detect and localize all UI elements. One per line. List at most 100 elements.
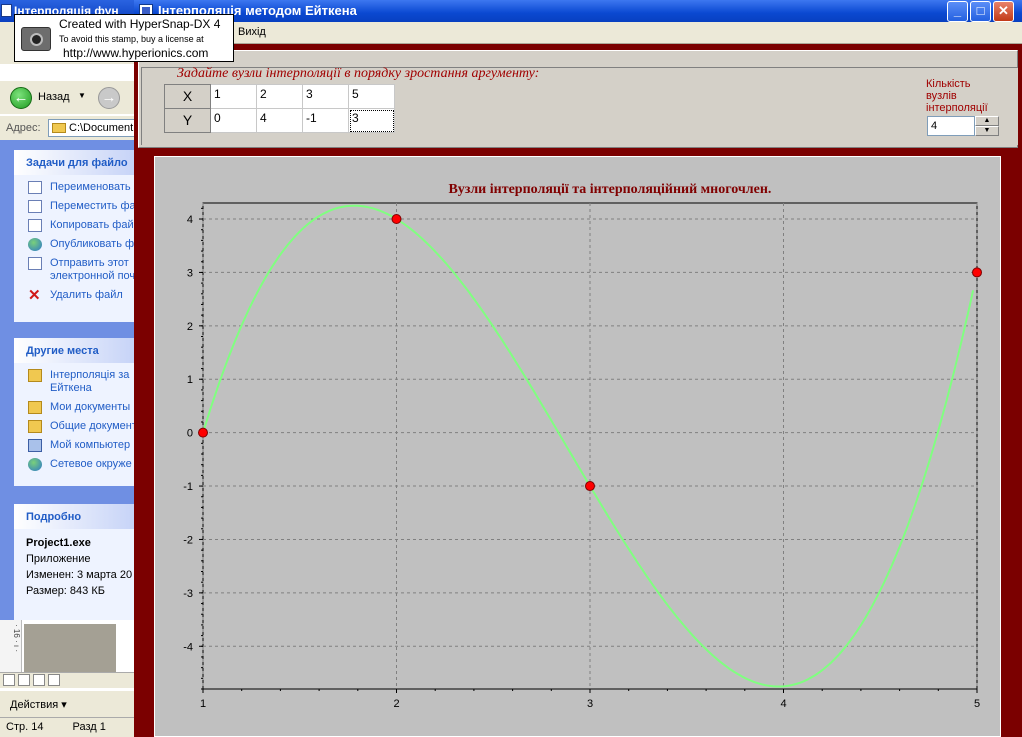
forward-button[interactable]: → (98, 87, 120, 109)
menu-exit[interactable]: Вихід (238, 26, 266, 38)
web-view-icon[interactable] (18, 674, 30, 686)
folder-icon (28, 420, 42, 433)
interpolation-node (198, 427, 208, 438)
y-tick-label: 3 (187, 267, 193, 279)
node-count-spinner[interactable]: 4 ▲ ▼ (927, 116, 999, 136)
file-task-item[interactable]: Копировать фай (14, 219, 136, 232)
folder-icon (28, 369, 42, 382)
grid-cell-x[interactable]: 5 (348, 84, 395, 109)
minimize-button[interactable]: _ (947, 1, 968, 22)
other-place-item[interactable]: Мои документы (14, 401, 136, 414)
chart-panel: Вузли інтерполяції та інтерполяційний мн… (154, 156, 1001, 737)
status-section: Разд 1 (72, 721, 106, 733)
close-button[interactable]: ✕ (993, 1, 1014, 22)
back-arrow-icon: ← (10, 87, 32, 109)
folder-icon (52, 123, 66, 133)
background-explorer-window: Інтерполяція фун ← Назад ▼ → Адрес: C:\D… (0, 0, 140, 737)
y-tick-label: -4 (183, 641, 193, 653)
x-tick-label: 4 (780, 698, 786, 710)
other-place-item[interactable]: Сетевое окруже (14, 458, 136, 471)
spin-down-icon[interactable]: ▼ (975, 126, 999, 136)
details-modified: Изменен: 3 марта 20 (26, 569, 133, 581)
dropdown-arrow-icon[interactable]: ▼ (78, 91, 86, 100)
word-icon (1, 4, 12, 17)
file-tasks-header[interactable]: Задачи для файло (14, 150, 136, 175)
chart-title: Вузли інтерполяції та інтерполяційний мн… (449, 182, 772, 197)
grid-header-x: X (164, 84, 211, 109)
spin-up-icon[interactable]: ▲ (975, 116, 999, 126)
grid-cell-y[interactable]: -1 (302, 108, 349, 133)
input-prompt: Задайте вузли інтерполяції в порядку зро… (177, 66, 540, 81)
copy-icon (28, 219, 42, 232)
outline-view-icon[interactable] (48, 674, 60, 686)
nodes-grid[interactable]: X 1 2 3 5 Y 0 4 -1 3 (164, 84, 395, 133)
file-task-item[interactable]: Отправить этот электронной поч (14, 257, 136, 283)
move-icon (28, 200, 42, 213)
background-toolbar: ← Назад ▼ → (0, 80, 140, 114)
grid-cell-x[interactable]: 2 (256, 84, 303, 109)
address-input[interactable]: C:\Document (48, 119, 140, 137)
mail-icon (28, 257, 42, 270)
x-tick-label: 1 (200, 698, 206, 710)
other-place-item[interactable]: Інтерполяція за Ейткена (14, 369, 136, 395)
details-file-type: Приложение (26, 553, 91, 565)
x-tick-label: 3 (587, 698, 593, 710)
grid-cell-y[interactable]: 0 (210, 108, 257, 133)
input-panel: Задайте вузли інтерполяції в порядку зро… (138, 50, 1018, 148)
address-bar: Адрес: C:\Document (0, 116, 140, 140)
folder-icon (28, 401, 42, 414)
file-task-item[interactable]: Переместить фа (14, 200, 136, 213)
y-tick-label: 1 (187, 374, 193, 386)
file-task-item[interactable]: Опубликовать ф (14, 238, 136, 251)
print-view-icon[interactable] (33, 674, 45, 686)
actions-menu[interactable]: Действия ▾ (0, 690, 140, 717)
grid-row-x: X 1 2 3 5 (164, 84, 395, 109)
other-place-item[interactable]: Общие документ (14, 420, 136, 433)
maximize-button[interactable]: □ (970, 1, 991, 22)
document-image (24, 624, 116, 672)
node-count-label: Кількість вузлів інтерполяції (926, 78, 988, 114)
network-icon (28, 458, 42, 471)
other-place-item[interactable]: Мой компьютер (14, 439, 136, 452)
interpolation-node (391, 214, 402, 225)
computer-icon (28, 439, 42, 452)
app-titlebar[interactable]: Інтерполяція методом Ейткена _ □ ✕ (134, 0, 1022, 22)
normal-view-icon[interactable] (3, 674, 15, 686)
hypersnap-stamp: Created with HyperSnap-DX 4 To avoid thi… (14, 14, 234, 62)
file-task-item[interactable]: ✕ Удалить файл (28, 287, 123, 304)
publish-icon (28, 238, 42, 251)
vertical-ruler: · 16 · ı · (0, 620, 22, 672)
delete-icon: ✕ (28, 287, 41, 304)
back-button[interactable]: ← Назад ▼ (10, 87, 90, 109)
document-preview-area: · 16 · ı · (0, 620, 140, 690)
view-mode-bar (0, 672, 140, 688)
details-panel: Подробно Project1.exe Приложение Изменен… (14, 504, 136, 620)
x-tick-label: 2 (393, 698, 399, 710)
task-pane: Задачи для файло Переименовать Переместит… (0, 140, 140, 620)
interpolation-chart: Вузли інтерполяції та інтерполяційний мн… (183, 182, 982, 710)
other-places-header[interactable]: Другие места (14, 338, 136, 363)
node-count-input[interactable]: 4 (927, 116, 975, 136)
grid-cell-x[interactable]: 1 (210, 84, 257, 109)
rename-icon (28, 181, 42, 194)
grid-row-y: Y 0 4 -1 3 (164, 108, 395, 133)
other-places-panel: Другие места Інтерполяція за Ейткена Мои д… (14, 338, 136, 486)
status-bar: Стр. 14 Разд 1 (0, 717, 140, 737)
file-tasks-panel: Задачи для файло Переименовать Переместит… (14, 150, 136, 322)
y-tick-label: -1 (183, 481, 193, 493)
grid-cell-y[interactable]: 4 (256, 108, 303, 133)
y-tick-label: 0 (187, 428, 193, 440)
camera-icon (21, 27, 51, 51)
details-file-name: Project1.exe (26, 537, 91, 549)
y-tick-label: 2 (187, 321, 193, 333)
interpolation-node (585, 481, 595, 492)
file-task-item[interactable]: Переименовать (14, 181, 136, 194)
status-page: Стр. 14 (6, 721, 44, 733)
grid-cell-y-selected[interactable]: 3 (348, 108, 395, 133)
details-header[interactable]: Подробно (14, 504, 136, 529)
grid-cell-x[interactable]: 3 (302, 84, 349, 109)
y-tick-label: -2 (183, 534, 193, 546)
x-tick-label: 5 (974, 698, 980, 710)
grid-header-y: Y (164, 108, 211, 133)
interpolation-node (972, 267, 982, 278)
